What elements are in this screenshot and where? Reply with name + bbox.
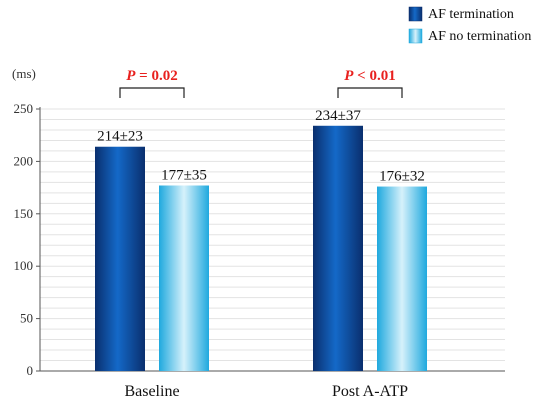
p-value-label: P < 0.01 (344, 68, 395, 84)
y-tick-label: 200 (14, 153, 34, 168)
bar-labels: 214±23 177±35 234±37 176±32 (97, 108, 425, 185)
bar-af-termination (95, 146, 145, 371)
bar-value-label: 177±35 (161, 168, 207, 184)
bar-value-label: 214±23 (97, 129, 143, 145)
category-label: Baseline (124, 383, 179, 400)
y-tick-label: 150 (14, 206, 34, 221)
legend-label: AF termination (428, 7, 514, 22)
legend-swatch (408, 6, 423, 22)
y-tick-label: 100 (14, 258, 34, 273)
bar-value-label: 176±32 (379, 169, 425, 185)
significance-bracket (337, 87, 403, 98)
significance-bracket (119, 87, 185, 98)
bars (95, 125, 427, 371)
legend: AF termination AF no termination (408, 6, 531, 44)
bar-af-no-termination (159, 185, 209, 371)
y-axis-unit: (ms) (12, 66, 36, 81)
p-value-annotations: P = 0.02 P < 0.01 (119, 68, 403, 98)
category-labels: Baseline Post A-ATP (124, 383, 408, 400)
y-tick-label: 0 (27, 363, 34, 378)
legend-label: AF no termination (428, 29, 531, 44)
y-tick-label: 250 (14, 101, 34, 116)
bar-value-label: 234±37 (315, 108, 361, 124)
legend-swatch (408, 28, 423, 44)
bar-af-termination (313, 125, 363, 371)
p-value-label: P = 0.02 (126, 68, 177, 84)
category-label: Post A-ATP (332, 383, 408, 400)
y-tick-label: 50 (20, 311, 33, 326)
y-axis-ticks: 0 50 100 150 200 250 (14, 101, 40, 378)
bar-af-no-termination (377, 186, 427, 371)
